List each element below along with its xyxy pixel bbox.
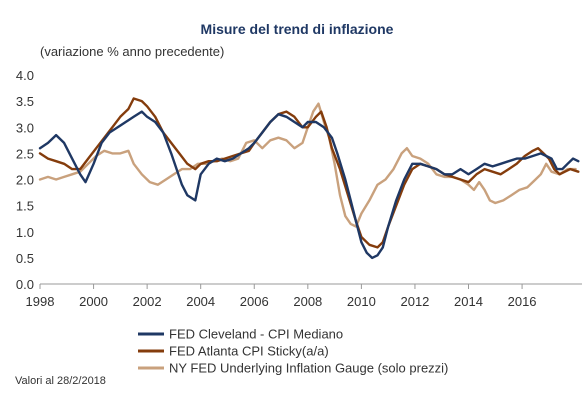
x-tick-label: 2008 <box>293 294 322 309</box>
x-tick-label: 2006 <box>240 294 269 309</box>
x-tick-label: 1998 <box>26 294 55 309</box>
y-tick-label: 2.5 <box>16 146 34 161</box>
legend: FED Cleveland - CPI Mediano FED Atlanta C… <box>138 327 448 376</box>
legend-label: FED Cleveland - CPI Mediano <box>169 327 343 342</box>
x-axis-ticks: 1998 2000 2002 2004 2006 2008 2010 2012 2014 2016 <box>26 284 537 309</box>
chart-title: Misure del trend di inflazione <box>201 21 394 37</box>
legend-label: FED Atlanta CPI Sticky(a/a) <box>169 344 329 359</box>
chart-subtitle: (variazione % anno precedente) <box>40 44 224 59</box>
series-line-2 <box>38 97 580 249</box>
legend-label: NY FED Underlying Inflation Gauge (solo … <box>169 361 448 376</box>
x-tick-label: 2000 <box>79 294 108 309</box>
y-tick-label: 3.5 <box>16 94 34 109</box>
y-tick-label: 1.5 <box>16 199 34 214</box>
y-tick-label: 0.0 <box>16 277 34 292</box>
x-tick-label: 2004 <box>186 294 215 309</box>
y-tick-label: 1.0 <box>16 225 34 240</box>
x-tick-label: 2010 <box>347 294 376 309</box>
x-tick-label: 2002 <box>133 294 162 309</box>
series-lines <box>38 97 580 260</box>
x-tick-label: 2012 <box>400 294 429 309</box>
series-line-1 <box>38 110 580 260</box>
x-tick-label: 2014 <box>454 294 483 309</box>
y-tick-label: 0.5 <box>16 251 34 266</box>
y-tick-label: 4.0 <box>16 68 34 83</box>
chart-note: Valori al 28/2/2018 <box>15 375 106 387</box>
x-tick-label: 2016 <box>508 294 537 309</box>
y-axis-ticks: 0.0 0.5 1.0 1.5 2.0 2.5 3.0 3.5 4.0 <box>16 68 34 292</box>
y-tick-label: 2.0 <box>16 173 34 188</box>
y-tick-label: 3.0 <box>16 120 34 135</box>
